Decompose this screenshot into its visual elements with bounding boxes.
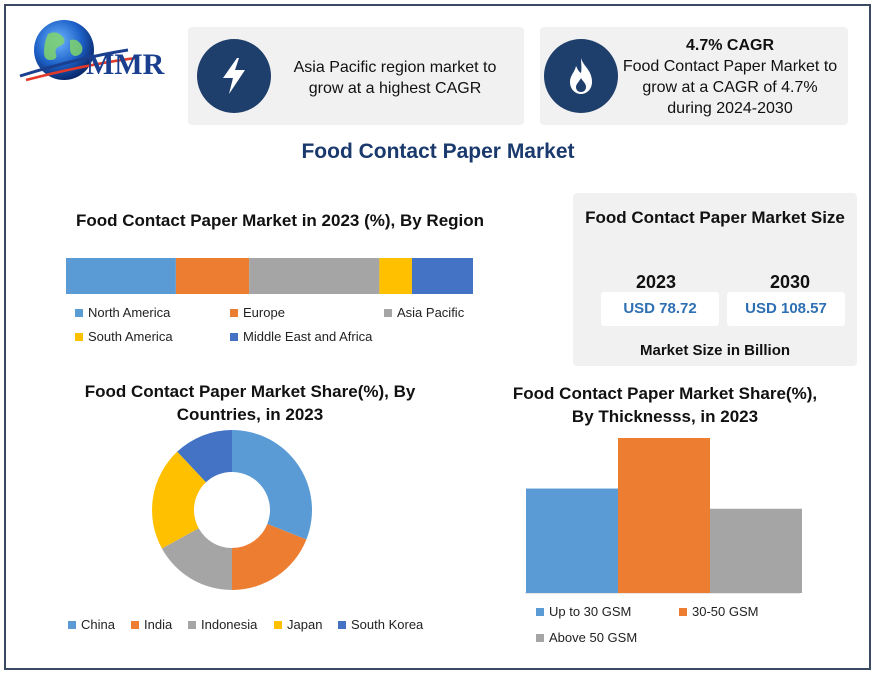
legend-item-30-50-gsm: 30-50 GSM xyxy=(679,604,758,619)
market-size-unit: Market Size in Billion xyxy=(639,342,791,359)
legend-label: Japan xyxy=(287,617,323,632)
legend-swatch xyxy=(68,620,76,629)
donut-slice-china xyxy=(232,430,312,540)
legend-item-north-america: North America xyxy=(75,305,170,320)
legend-swatch xyxy=(75,332,83,341)
thickness-chart-title: Food Contact Paper Market Share(%), By T… xyxy=(512,384,818,426)
legend-swatch xyxy=(75,308,83,317)
mmr-logo xyxy=(18,20,178,86)
legend-item-europe: Europe xyxy=(230,305,285,320)
countries-chart-title: Food Contact Paper Market Share(%), By C… xyxy=(84,382,416,424)
donut-slice-south-korea xyxy=(177,430,232,483)
region-segment-middle-east-and-africa xyxy=(411,258,473,294)
legend-label: 30-50 GSM xyxy=(692,604,759,619)
donut-slice-indonesia xyxy=(161,528,232,590)
lightning-icon xyxy=(197,39,271,113)
legend-item-indonesia: Indonesia xyxy=(188,617,257,632)
legend-swatch xyxy=(230,332,238,341)
legend-item-middle-east-and-africa: Middle East and Africa xyxy=(230,329,372,344)
legend-label: Middle East and Africa xyxy=(243,329,373,344)
market-size-title: Food Contact Paper Market Size xyxy=(585,208,845,227)
cagr-title: 4.7% CAGR xyxy=(685,37,775,54)
legend-item-up-to-30-gsm: Up to 30 GSM xyxy=(536,604,631,619)
infographic-frame xyxy=(4,4,871,670)
legend-item-south-korea: South Korea xyxy=(338,617,423,632)
highlight-growth-text: Asia Pacific region market to grow at a … xyxy=(293,59,497,97)
market-size-card: Food Contact Paper Market Size 2023 2030… xyxy=(573,193,857,366)
legend-label: South Korea xyxy=(351,617,424,632)
region-chart-title: Food Contact Paper Market in 2023 (%), B… xyxy=(75,211,485,230)
market-value-2030: USD 108.57 xyxy=(727,292,845,326)
legend-swatch xyxy=(679,607,687,616)
region-segment-europe xyxy=(175,258,250,294)
logo-text: MMR xyxy=(86,48,165,81)
legend-label: South America xyxy=(88,329,173,344)
legend-label: Up to 30 GSM xyxy=(549,604,632,619)
region-segment-south-america xyxy=(379,258,412,294)
thickness-legend: Up to 30 GSM 30-50 GSM Above 50 GSM xyxy=(536,604,826,648)
legend-label: Europe xyxy=(243,305,285,320)
globe-icon xyxy=(19,20,137,82)
legend-label: Indonesia xyxy=(201,617,258,632)
year-2023: 2023 xyxy=(635,272,677,292)
legend-item-asia-pacific: Asia Pacific xyxy=(384,305,464,320)
legend-swatch xyxy=(230,308,238,317)
thickness-bar-above-50-gsm xyxy=(710,508,802,593)
cagr-text: Food Contact Paper Market to grow at a C… xyxy=(622,58,838,117)
legend-label: China xyxy=(81,617,115,632)
legend-swatch xyxy=(274,620,282,629)
highlight-card-cagr: 4.7% CAGR Food Contact Paper Market to g… xyxy=(540,27,848,125)
legend-swatch xyxy=(384,308,392,317)
page-title: Food Contact Paper Market xyxy=(301,140,575,163)
legend-item-south-america: South America xyxy=(75,329,173,344)
countries-legend: China India Indonesia Japan South Korea xyxy=(68,617,468,635)
legend-swatch xyxy=(536,633,544,642)
legend-swatch xyxy=(188,620,196,629)
legend-swatch xyxy=(338,620,346,629)
year-2030: 2030 xyxy=(769,272,811,292)
market-value-2023: USD 78.72 xyxy=(601,292,719,326)
legend-swatch xyxy=(536,607,544,616)
region-segment-north-america xyxy=(66,258,176,294)
legend-item-india: India xyxy=(131,617,172,632)
region-legend: North America Europe Asia Pacific South Ame… xyxy=(75,305,495,349)
thickness-bar-up-to-30-gsm xyxy=(526,488,618,593)
region-stacked-bar xyxy=(66,258,473,294)
thickness-bar-chart xyxy=(525,438,802,594)
legend-label: Above 50 GSM xyxy=(549,630,638,645)
thickness-bar-30-50-gsm xyxy=(618,438,710,593)
legend-label: India xyxy=(144,617,173,632)
region-segment-asia-pacific xyxy=(249,258,380,294)
legend-item-japan: Japan xyxy=(274,617,322,632)
legend-item-above-50-gsm: Above 50 GSM xyxy=(536,630,637,645)
legend-label: Asia Pacific xyxy=(397,305,465,320)
donut-slice-japan xyxy=(152,451,206,549)
legend-swatch xyxy=(131,620,139,629)
countries-donut-chart xyxy=(152,430,312,590)
highlight-card-growth: Asia Pacific region market to grow at a … xyxy=(188,27,524,125)
highlight-cagr-block: 4.7% CAGR Food Contact Paper Market to g… xyxy=(622,35,838,119)
legend-item-china: China xyxy=(68,617,115,632)
legend-label: North America xyxy=(88,305,171,320)
donut-slice-india xyxy=(232,523,307,590)
flame-icon xyxy=(544,39,618,113)
